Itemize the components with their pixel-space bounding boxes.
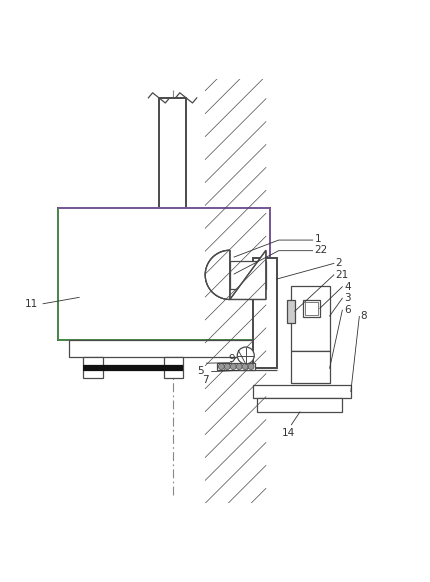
Text: 7: 7: [203, 375, 209, 385]
Text: 22: 22: [315, 245, 328, 255]
Bar: [230, 261, 266, 289]
Polygon shape: [205, 250, 230, 300]
Text: 14: 14: [281, 428, 295, 438]
Text: 11: 11: [25, 299, 37, 308]
Text: 3: 3: [344, 293, 351, 303]
Text: 2: 2: [335, 258, 342, 268]
Bar: [68, 340, 260, 357]
Bar: [303, 300, 320, 317]
Text: 5: 5: [197, 366, 203, 376]
Bar: [164, 357, 183, 378]
Text: 6: 6: [344, 305, 351, 315]
Bar: [292, 286, 330, 352]
Bar: [258, 398, 342, 412]
Bar: [305, 302, 318, 315]
Circle shape: [236, 364, 242, 370]
Text: 8: 8: [361, 311, 367, 321]
Bar: [287, 300, 295, 323]
Circle shape: [237, 347, 254, 364]
Bar: [58, 208, 270, 340]
Circle shape: [248, 364, 254, 370]
Circle shape: [242, 364, 248, 370]
Bar: [253, 258, 276, 368]
Bar: [217, 363, 255, 370]
Circle shape: [230, 364, 236, 370]
Circle shape: [218, 364, 224, 370]
Circle shape: [224, 364, 230, 370]
Bar: [292, 352, 330, 383]
Text: 1: 1: [315, 234, 321, 244]
Text: 4: 4: [344, 282, 351, 292]
Polygon shape: [205, 250, 266, 300]
Bar: [253, 385, 351, 398]
Text: 9: 9: [229, 354, 235, 364]
Text: 21: 21: [335, 270, 348, 280]
Bar: [159, 98, 186, 208]
Bar: [83, 357, 102, 378]
